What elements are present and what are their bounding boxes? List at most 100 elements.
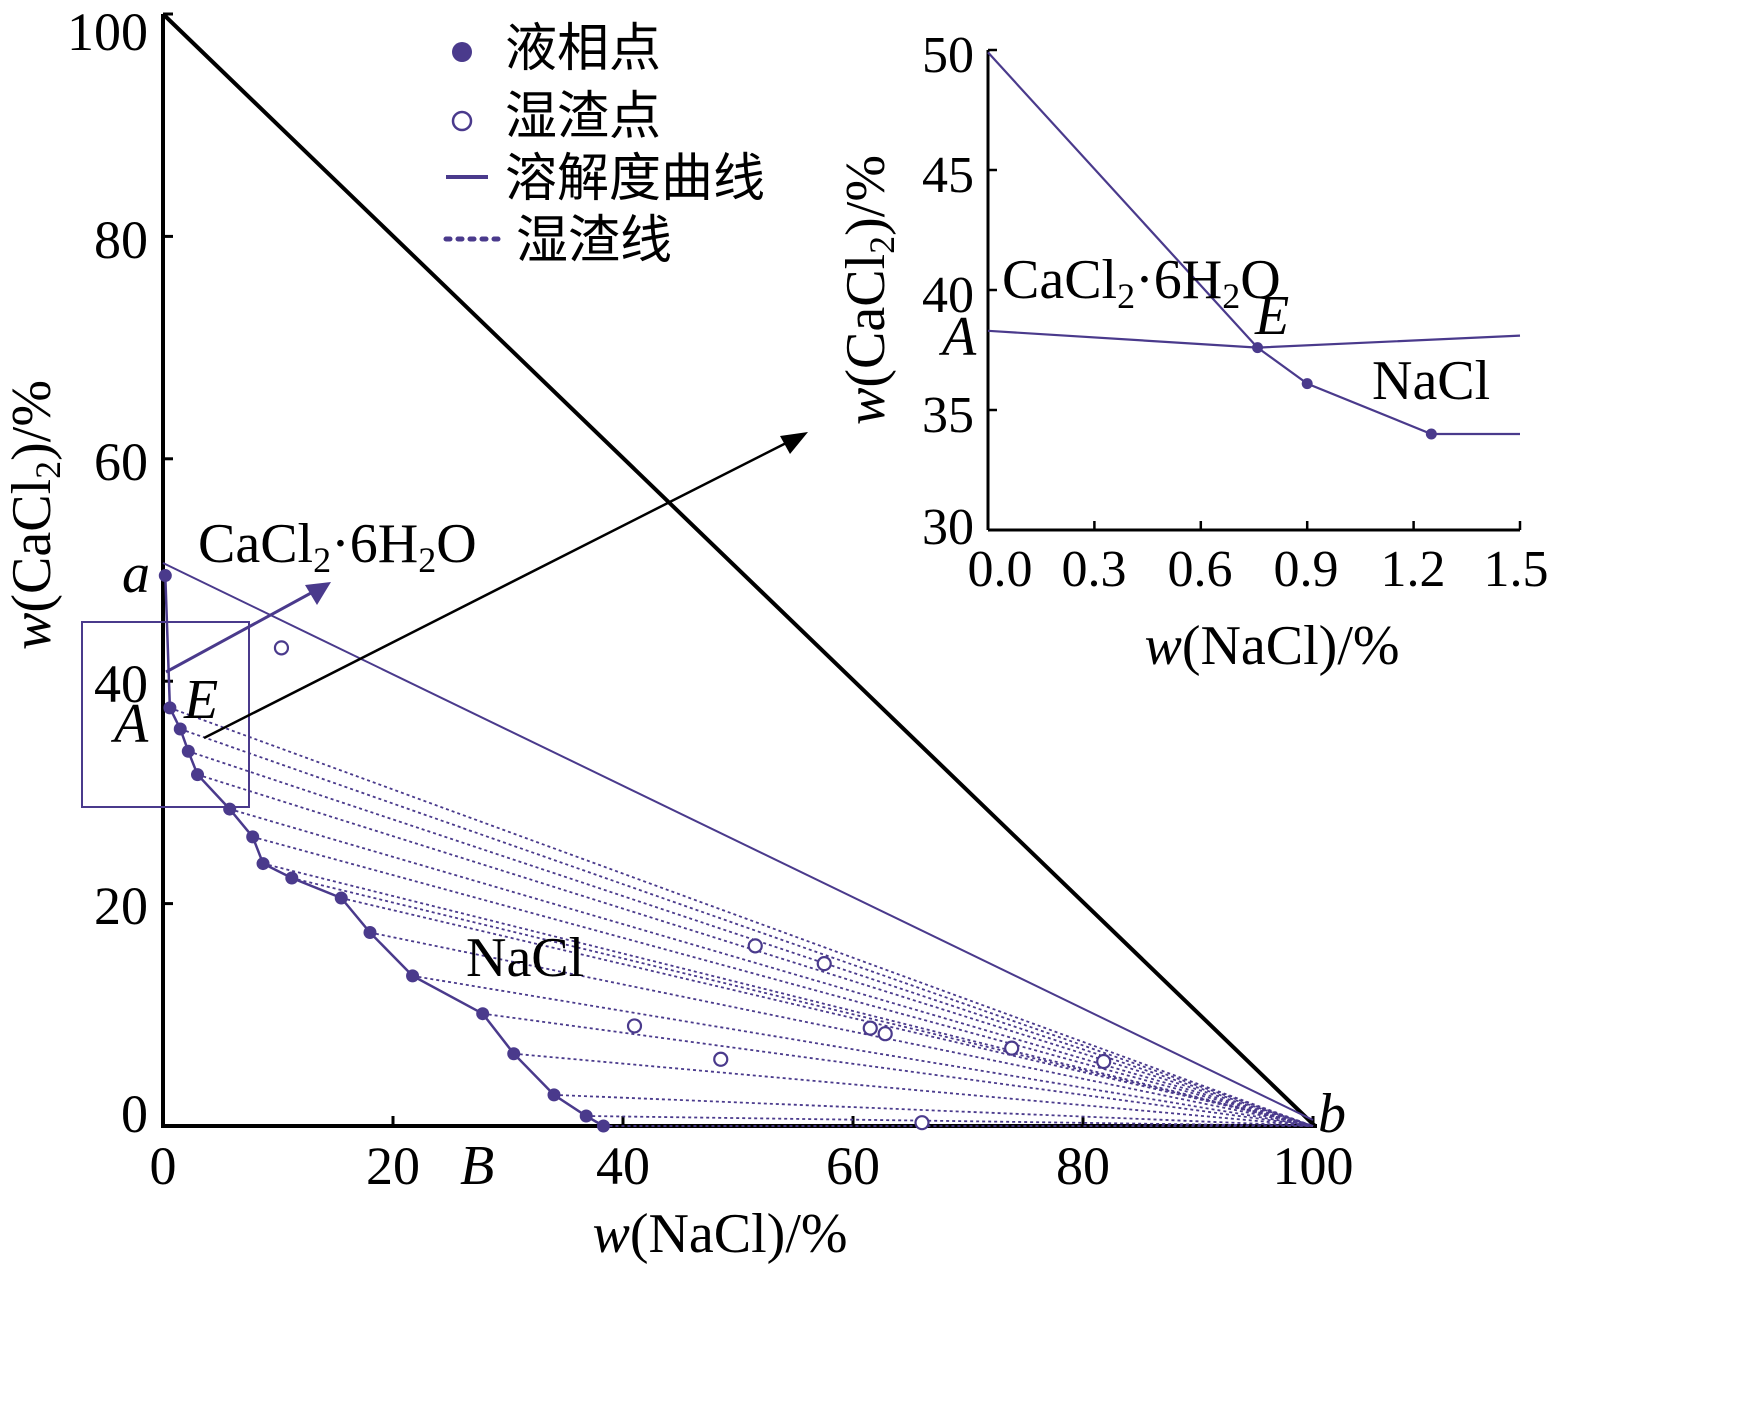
legend-label-tie: 湿渣线 xyxy=(516,211,672,271)
wet-residue-point xyxy=(1004,1040,1020,1056)
liquid-point xyxy=(507,1047,521,1061)
main-y-tick-100: 100 xyxy=(67,2,148,62)
inset-point xyxy=(1252,342,1264,354)
main-hex-a: CaCl xyxy=(198,513,313,575)
main-y-tick-20: 20 xyxy=(94,876,148,936)
wet-residue-point xyxy=(1096,1053,1112,1070)
hexahydrate-line xyxy=(162,562,1314,1121)
point-label-A: A xyxy=(110,693,149,755)
tie-line xyxy=(229,808,1314,1127)
inset-x-tick-0: 0.0 xyxy=(968,541,1033,598)
point-label-E: E xyxy=(183,669,218,731)
main-x-title-rest: (NaCl)/% xyxy=(630,1203,848,1265)
liquid-point xyxy=(547,1088,561,1102)
legend-label-solubility: 溶解度曲线 xyxy=(505,149,765,209)
main-x-tick-0: 0 xyxy=(150,1136,177,1196)
wet-residue-point xyxy=(626,1018,643,1034)
liquid-point xyxy=(158,569,172,583)
tie-line xyxy=(291,877,1314,1127)
tie-line xyxy=(412,974,1314,1127)
triangle-hypotenuse xyxy=(161,12,1317,1128)
liquid-point xyxy=(406,969,420,983)
inset-x-tick-03: 0.3 xyxy=(1062,541,1127,598)
liquid-point xyxy=(223,802,237,816)
inset-point-label-A: A xyxy=(938,306,977,368)
liquid-point xyxy=(334,891,348,905)
tie-line xyxy=(586,1115,1314,1127)
inset-x-tick-12: 1.2 xyxy=(1381,541,1446,598)
main-ticks xyxy=(161,12,1315,1128)
main-y-title-b: )/% xyxy=(1,380,63,461)
wet-residue-points xyxy=(273,640,1112,1131)
tie-line xyxy=(513,1052,1314,1127)
inset-y-title-sub: 2 xyxy=(862,236,902,254)
inset-line-1 xyxy=(1256,346,1520,436)
liquid-point xyxy=(596,1119,610,1133)
wet-residue-point xyxy=(862,1020,878,1036)
liquid-point xyxy=(476,1007,490,1021)
legend: 液相点 湿渣点 溶解度曲线 湿渣线 xyxy=(443,19,765,271)
liquid-point xyxy=(256,857,270,871)
inset-chart: 50 45 40 35 30 0.0 0.3 0.6 0.9 1.2 1.5 w… xyxy=(835,27,1549,677)
liquid-point xyxy=(181,744,195,758)
inset-x-title-rest: (NaCl)/% xyxy=(1182,615,1400,677)
main-x-tick-100: 100 xyxy=(1273,1136,1354,1196)
point-label-b: b xyxy=(1318,1083,1346,1145)
solubility-curve xyxy=(164,575,605,1128)
point-label-B: B xyxy=(460,1135,494,1197)
wet-residue-point xyxy=(914,1115,930,1131)
tie-line xyxy=(169,707,1314,1127)
inset-hexahydrate-label: CaCl2·6H2O xyxy=(1002,249,1281,316)
inset-hex-sub2: 2 xyxy=(1222,276,1240,316)
tie-line xyxy=(482,1012,1314,1127)
point-label-a: a xyxy=(122,543,150,605)
hexahydrate-arrowhead xyxy=(305,582,331,605)
inset-nacl-label: NaCl xyxy=(1372,350,1490,412)
inset-y-title-b: )/% xyxy=(835,155,897,236)
main-x-tick-40: 40 xyxy=(596,1136,650,1196)
liquid-point xyxy=(163,701,177,715)
inset-y-tick-40: 40 xyxy=(922,267,974,324)
inset-x-tick-06: 0.6 xyxy=(1168,541,1233,598)
inset-point xyxy=(1425,428,1437,440)
inset-y-title: w(CaCl2)/% xyxy=(835,155,902,425)
inset-line-0 xyxy=(987,51,1259,349)
inset-hex-sub1: 2 xyxy=(1117,276,1135,316)
inset-y-tick-35: 35 xyxy=(922,387,974,444)
tie-line xyxy=(369,931,1314,1127)
liquid-point xyxy=(191,768,204,782)
zoom-arrowhead xyxy=(780,432,808,454)
inset-y-tick-50: 50 xyxy=(922,27,974,84)
inset-x-tick-15: 1.5 xyxy=(1484,541,1549,598)
wet-residue-point xyxy=(713,1051,729,1067)
main-y-tick-0: 0 xyxy=(121,1084,148,1144)
tie-line xyxy=(179,728,1314,1127)
wet-residue-point xyxy=(877,1026,893,1042)
legend-label-wet: 湿渣点 xyxy=(505,87,661,147)
liquid-point xyxy=(246,830,260,844)
inset-point-label-E: E xyxy=(1254,285,1289,347)
main-y-title: w(CaCl2)/% xyxy=(1,380,68,650)
inset-x-title-var: w xyxy=(1144,615,1181,677)
inset-ticks xyxy=(986,48,1522,532)
inset-hex-a: CaCl xyxy=(1002,249,1117,311)
tie-line xyxy=(188,750,1314,1127)
inset-y-title-a: (CaCl xyxy=(835,254,897,388)
wet-residue-point xyxy=(273,640,290,656)
main-x-tick-20: 20 xyxy=(366,1136,420,1196)
main-hex-sub2: 2 xyxy=(418,540,436,580)
solubility-curve-path xyxy=(164,575,605,1128)
hexahydrate-arrow xyxy=(165,585,323,674)
zoom-box xyxy=(81,621,250,808)
inset-x-tick-09: 0.9 xyxy=(1274,541,1339,598)
main-x-title-var: w xyxy=(592,1203,629,1265)
main-chart: 100 80 60 40 20 0 0 20 40 60 80 100 w(Na… xyxy=(1,2,1354,1265)
tie-line xyxy=(262,862,1314,1127)
main-nacl-label: NaCl xyxy=(466,927,584,989)
tie-line xyxy=(341,897,1314,1127)
main-x-title: w(NaCl)/% xyxy=(592,1203,847,1265)
main-x-tick-60: 60 xyxy=(826,1136,880,1196)
main-hex-b: ·6H xyxy=(331,513,418,575)
main-hex-c: O xyxy=(436,513,476,575)
liquid-point xyxy=(579,1109,593,1123)
